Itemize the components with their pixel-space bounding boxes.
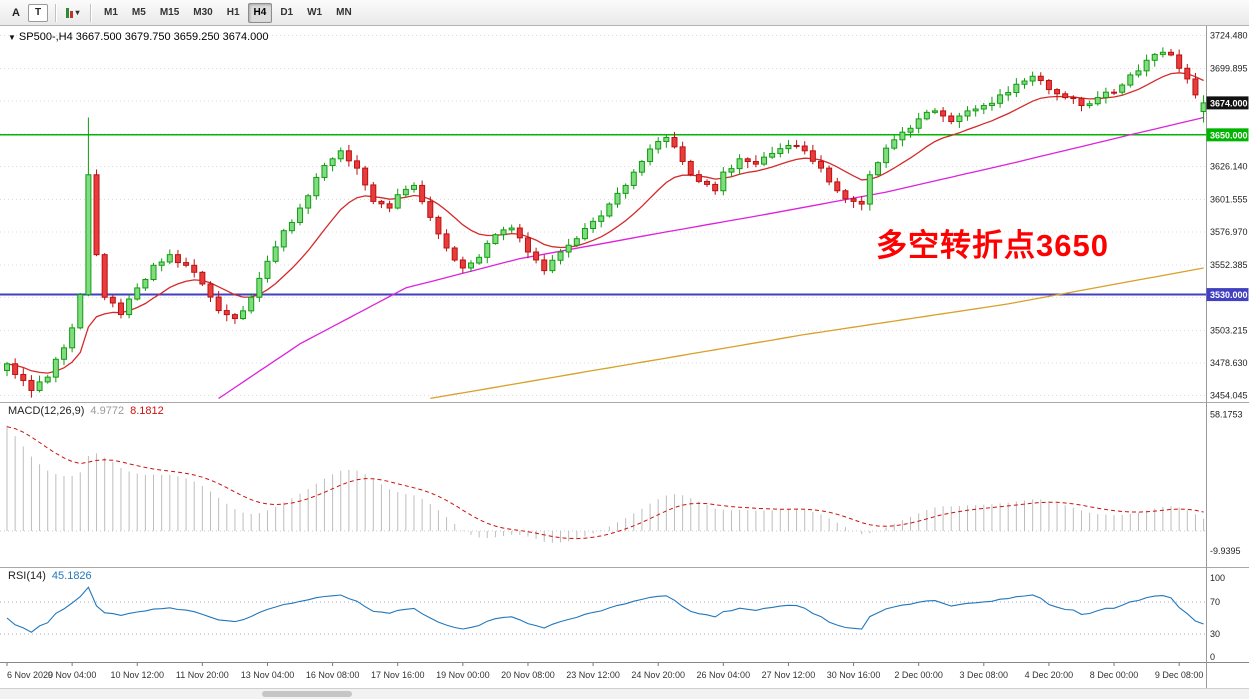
rsi-label: RSI(14) [8,570,46,582]
macd-value: 4.9772 [90,405,125,417]
candlesticks [4,47,1207,398]
svg-text:10 Nov 12:00: 10 Nov 12:00 [110,670,164,680]
svg-text:3454.045: 3454.045 [1210,391,1248,401]
symbol-ohlc-readout: ▼ SP500-,H4 3667.500 3679.750 3659.250 36… [8,31,269,43]
timeframe-button-m30[interactable]: M30 [193,7,213,18]
svg-text:3674.000: 3674.000 [1210,98,1248,108]
timeframe-button-d1[interactable]: D1 [280,7,294,18]
timeframe-button-w1[interactable]: W1 [307,7,323,18]
chevron-down-icon: ▾ [75,8,80,17]
symbol-title: SP500-,H4 [18,31,73,43]
toolbar-separator [90,3,91,22]
price-axis: 3724.4803699.8953675.3103650.7253626.140… [1206,31,1249,401]
svg-text:3699.895: 3699.895 [1210,63,1248,73]
macd-panel [0,425,1206,543]
svg-text:6 Nov 2020: 6 Nov 2020 [7,670,53,680]
svg-text:26 Nov 04:00: 26 Nov 04:00 [697,670,751,680]
svg-text:3626.140: 3626.140 [1210,162,1248,172]
svg-text:20 Nov 08:00: 20 Nov 08:00 [501,670,555,680]
svg-text:3601.555: 3601.555 [1210,194,1248,204]
moving-average-lines [6,72,1204,400]
horizontal-scrollbar-thumb[interactable] [262,691,352,697]
svg-text:3478.630: 3478.630 [1210,358,1248,368]
macd-label: MACD(12,26,9) [8,405,85,417]
svg-text:3724.480: 3724.480 [1210,31,1248,41]
ma-fast-red-line [6,72,1204,374]
svg-text:30 Nov 16:00: 30 Nov 16:00 [827,670,881,680]
svg-text:3576.970: 3576.970 [1210,227,1248,237]
macd-signal-value: 8.1812 [130,405,164,417]
svg-text:3503.215: 3503.215 [1210,325,1248,335]
svg-text:27 Nov 12:00: 27 Nov 12:00 [762,670,816,680]
svg-text:9 Dec 08:00: 9 Dec 08:00 [1155,670,1204,680]
ma-mid-magenta-line [218,116,1204,399]
svg-text:3530.000: 3530.000 [1210,290,1248,300]
macd-signal-line [6,426,1204,540]
timeframe-button-m5[interactable]: M5 [131,7,146,18]
horizontal-scrollbar[interactable] [0,688,1249,699]
price-tag-3650.000 [1206,128,1249,142]
svg-text:16 Nov 08:00: 16 Nov 08:00 [306,670,360,680]
rsi-value: 45.1826 [51,570,92,582]
svg-text:4 Dec 20:00: 4 Dec 20:00 [1025,670,1074,680]
rsi-panel [0,586,1206,635]
price-gridlines [0,35,1206,397]
svg-text:24 Nov 20:00: 24 Nov 20:00 [631,670,685,680]
indicator-axis-labels: 58.1753 -9.9395 100 70 30 0 [1210,410,1243,662]
chart-canvas[interactable]: 3724.4803699.8953675.3103650.7253626.140… [0,26,1249,699]
toolbar-button-text-mode[interactable]: T [28,3,48,22]
timeframe-button-mn[interactable]: MN [336,7,352,18]
price-tag-3674.000 [1206,96,1249,110]
svg-text:13 Nov 04:00: 13 Nov 04:00 [241,670,295,680]
timeframe-button-m15[interactable]: M15 [159,7,180,18]
svg-text:11 Nov 20:00: 11 Nov 20:00 [176,670,229,680]
svg-text:2 Dec 00:00: 2 Dec 00:00 [894,670,943,680]
svg-text:58.1753: 58.1753 [1210,410,1243,420]
toolbar-separator [55,3,56,22]
svg-text:3552.385: 3552.385 [1210,260,1248,270]
chart-annotation-text: 多空转折点3650 [876,228,1109,263]
horizontal-level-lines [0,133,1206,296]
ohlc-values: 3667.500 3679.750 3659.250 3674.000 [75,31,269,43]
svg-text:-9.9395: -9.9395 [1210,546,1241,556]
chart-stage: 3724.4803699.8953675.3103650.7253626.140… [0,26,1249,699]
rsi-line [6,586,1204,633]
svg-text:70: 70 [1210,597,1220,607]
svg-text:9 Nov 04:00: 9 Nov 04:00 [48,670,97,680]
svg-text:8 Dec 00:00: 8 Dec 00:00 [1090,670,1139,680]
panel-borders [0,26,1249,688]
toolbar-button-arrow-mode[interactable]: A [12,6,20,19]
svg-text:30: 30 [1210,629,1220,639]
ma-slow-orange-line [430,267,1204,400]
timeframe-button-m1[interactable]: M1 [104,7,118,18]
svg-text:3 Dec 08:00: 3 Dec 08:00 [960,670,1009,680]
timeframe-button-h1[interactable]: H1 [226,7,240,18]
price-tag-3530.000 [1206,288,1249,302]
toolbar: A T ▾ M1 M5 M15 M30 H1 H4 D1 W1 MN [0,0,1249,26]
svg-text:0: 0 [1210,652,1215,662]
rsi-indicator-header: RSI(14) 45.1826 [8,570,92,582]
svg-text:19 Nov 00:00: 19 Nov 00:00 [436,670,490,680]
svg-text:3650.000: 3650.000 [1210,130,1248,140]
svg-text:100: 100 [1210,573,1225,583]
macd-indicator-header: MACD(12,26,9) 4.9772 8.1812 [8,405,164,417]
timeframe-button-h4[interactable]: H4 [247,2,273,23]
svg-text:17 Nov 16:00: 17 Nov 16:00 [371,670,425,680]
mini-bars-icon [66,7,74,18]
chart-profile-dropdown-button[interactable]: ▾ [63,3,83,23]
collapse-triangle-icon[interactable]: ▼ [8,33,16,42]
svg-text:23 Nov 12:00: 23 Nov 12:00 [566,670,620,680]
